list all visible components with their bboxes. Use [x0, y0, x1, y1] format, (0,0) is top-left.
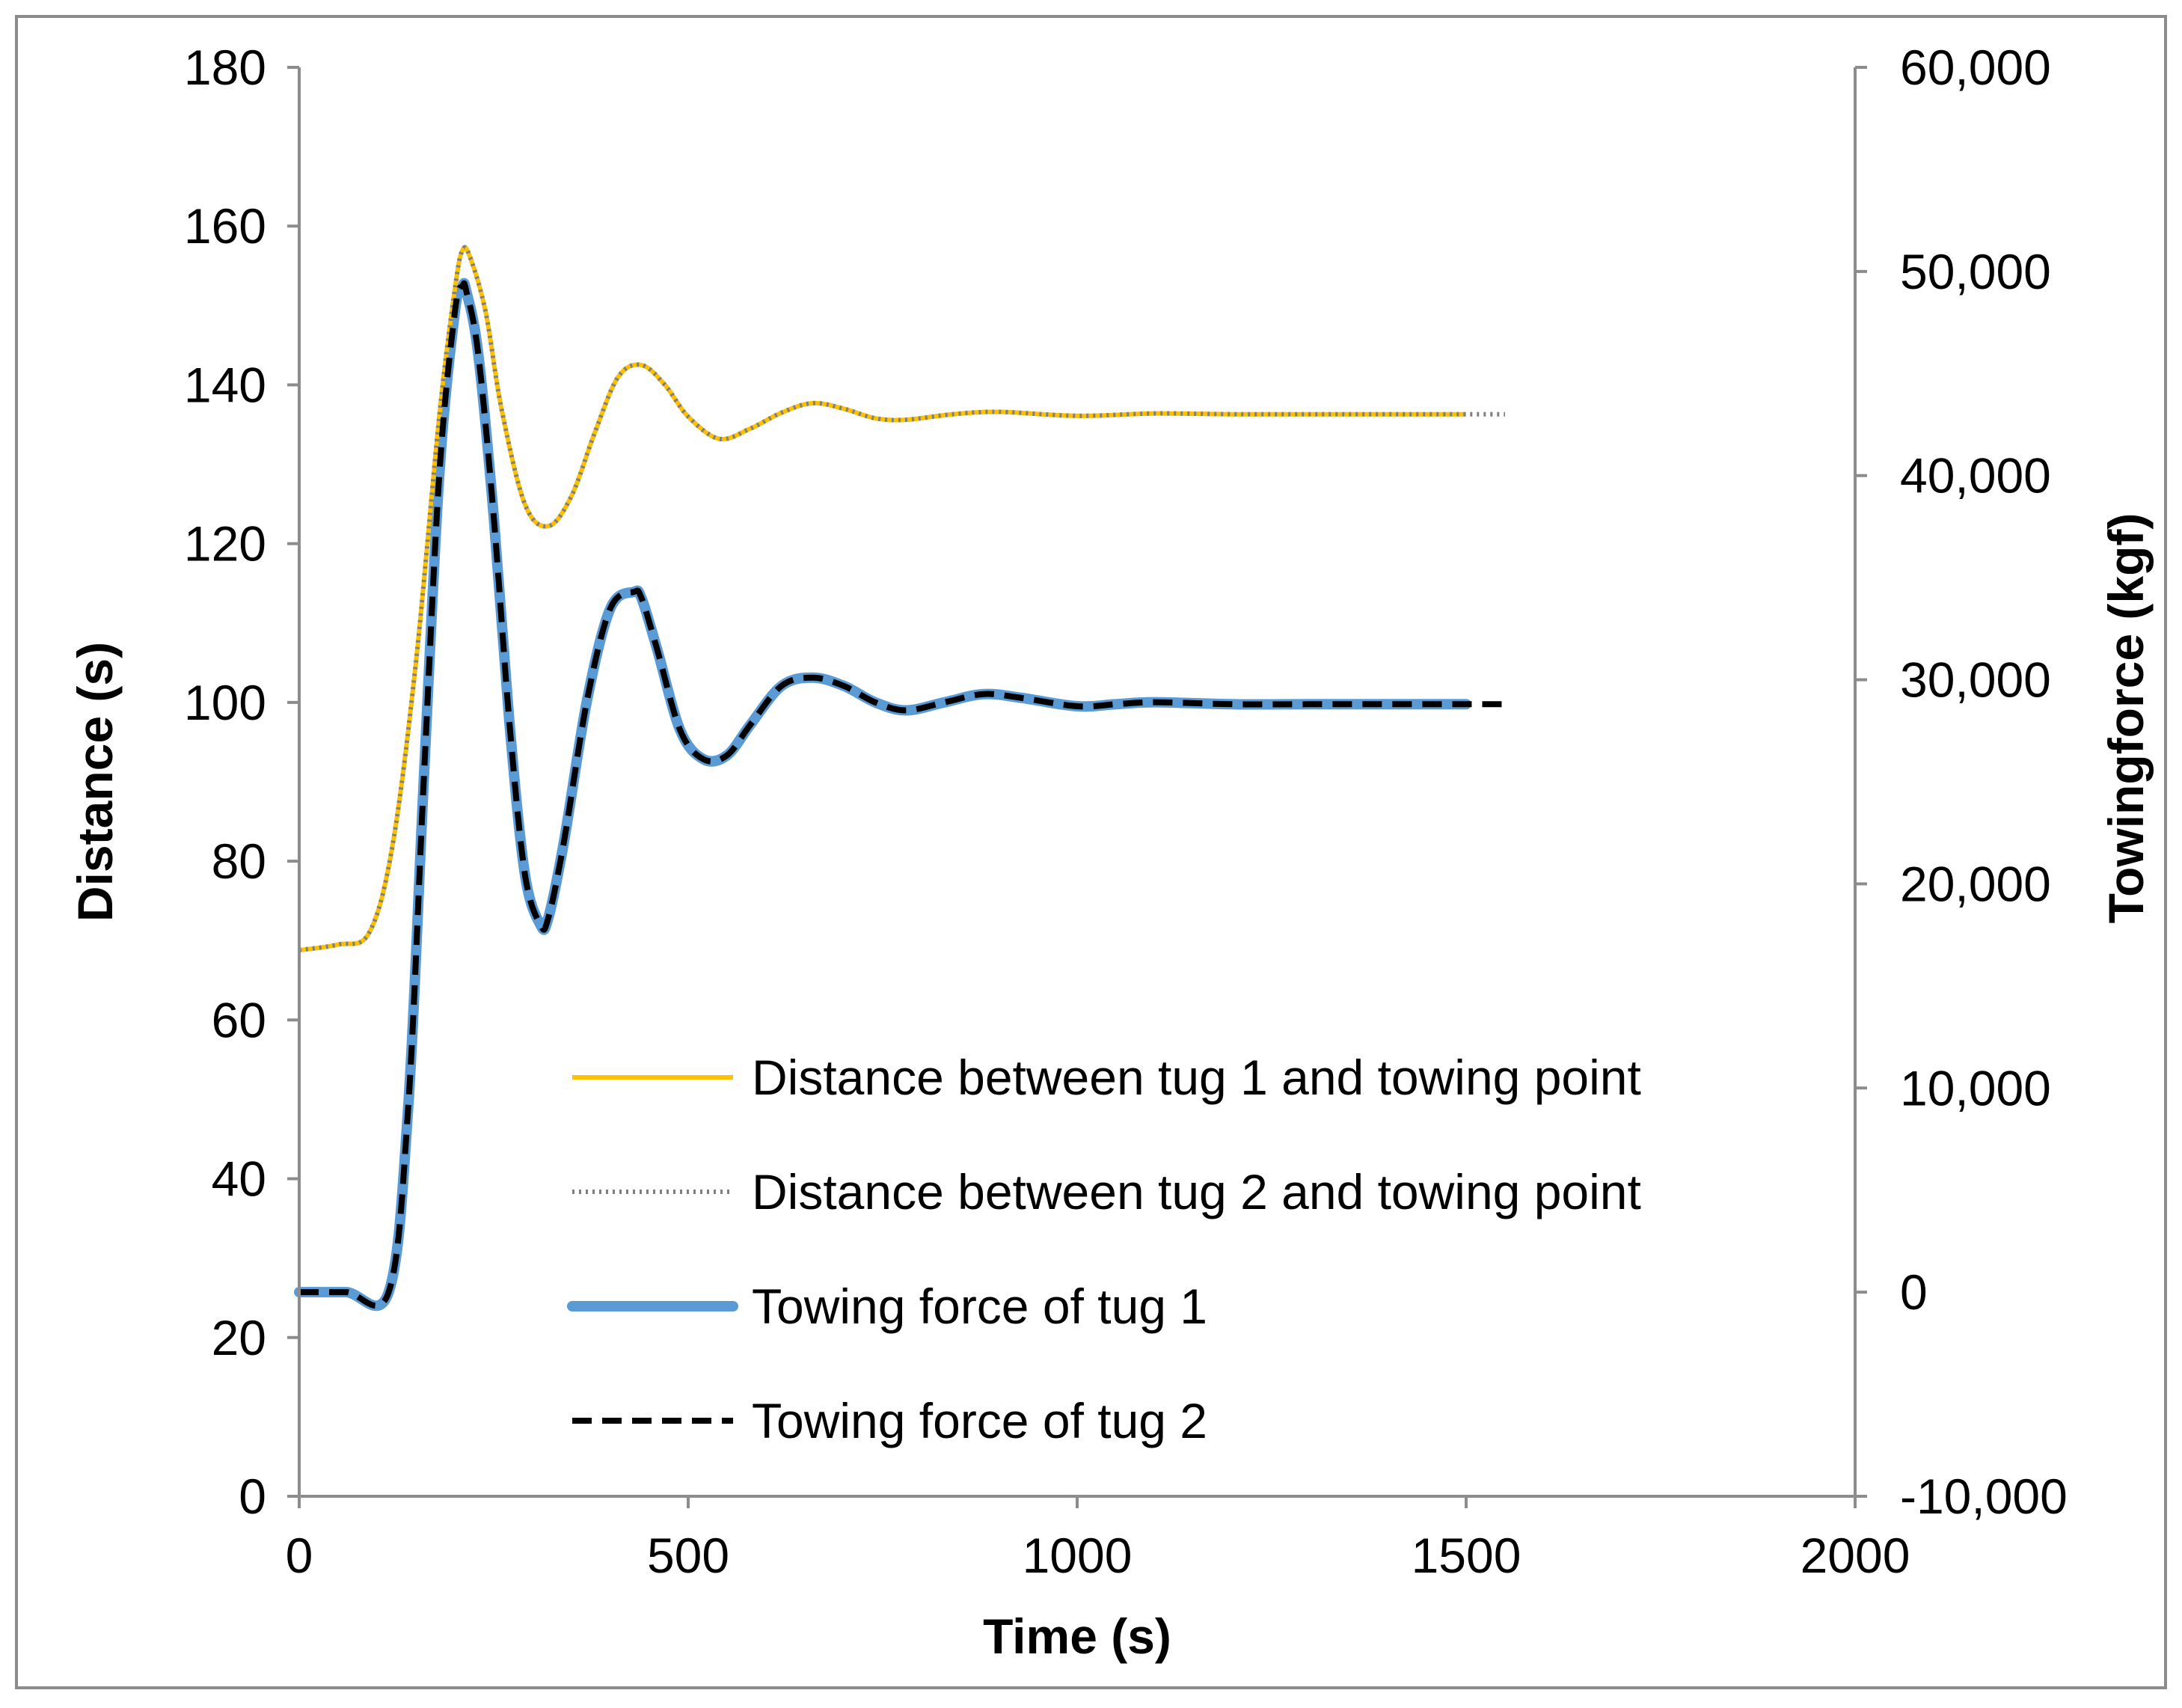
y-axis-title: Distance (s) [67, 642, 123, 922]
legend-label-1: Distance between tug 1 and towing point [752, 1050, 1641, 1105]
x-tick-label: 1500 [1412, 1528, 1521, 1583]
series-line-4 [298, 280, 1505, 1309]
y2-tick-label: 60,000 [1900, 40, 2051, 95]
y-tick-label: 140 [184, 357, 266, 412]
y-tick-label: 20 [212, 1310, 266, 1365]
y-tick-label: 80 [212, 833, 266, 889]
y-tick-label: 0 [239, 1469, 266, 1524]
legend-label-2: Distance between tug 2 and towing point [752, 1164, 1641, 1219]
y2-tick-label: 30,000 [1900, 652, 2051, 708]
x-tick-label: 1000 [1023, 1528, 1133, 1583]
y-tick-label: 160 [184, 198, 266, 254]
y-tick-label: 100 [184, 675, 266, 730]
y2-axis-title: Towingforce (kgf) [2098, 513, 2154, 924]
y2-tick-label: 50,000 [1900, 244, 2051, 299]
x-tick-label: 2000 [1801, 1528, 1910, 1583]
y-tick-label: 40 [212, 1151, 266, 1207]
ticks-layer: 0 500 1000 1500 2000 0 20 40 60 80 100 120 140 160 180… [184, 40, 2068, 1583]
x-tick-label: 0 [286, 1528, 313, 1583]
chart-frame [15, 15, 2167, 1689]
y-tick-label: 180 [184, 40, 266, 95]
y2-tick-label: 0 [1900, 1264, 1928, 1320]
y-tick-label: 60 [212, 992, 266, 1047]
legend-label-3: Towing force of tug 1 [752, 1279, 1207, 1334]
y2-tick-label: 20,000 [1900, 856, 2051, 911]
y2-tick-label: -10,000 [1900, 1469, 2068, 1524]
x-tick-label: 500 [647, 1528, 729, 1583]
legend: Distance between tug 1 and towing point D… [567, 1050, 1641, 1448]
y-tick-label: 120 [184, 516, 266, 572]
legend-label-4: Towing force of tug 2 [752, 1393, 1207, 1448]
series-layer [294, 245, 1505, 1311]
x-axis-title: Time (s) [983, 1608, 1171, 1664]
y2-tick-label: 10,000 [1900, 1060, 2051, 1115]
y2-tick-label: 40,000 [1900, 448, 2051, 503]
series-line-2 [298, 245, 1505, 952]
